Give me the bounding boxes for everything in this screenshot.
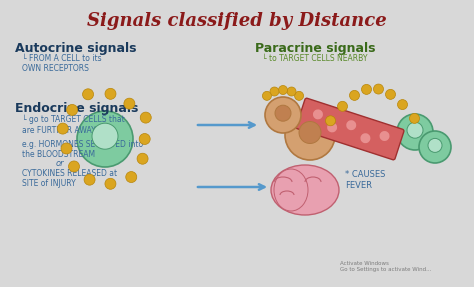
Circle shape (397, 114, 433, 150)
Text: Signals classified by Distance: Signals classified by Distance (87, 12, 387, 30)
Circle shape (82, 89, 93, 100)
Circle shape (124, 98, 135, 109)
Circle shape (285, 110, 335, 160)
Circle shape (410, 113, 419, 123)
Circle shape (57, 123, 68, 134)
Circle shape (385, 89, 395, 99)
Circle shape (287, 87, 296, 96)
Circle shape (265, 97, 301, 133)
Circle shape (380, 131, 390, 141)
Circle shape (105, 88, 116, 99)
Circle shape (326, 116, 336, 126)
Circle shape (61, 143, 72, 154)
Text: Activate Windows
Go to Settings to activate Wind...: Activate Windows Go to Settings to activ… (340, 261, 431, 272)
Circle shape (419, 131, 451, 163)
Text: e.g. HORMONES SECRETED into
the BLOODSTREAM: e.g. HORMONES SECRETED into the BLOODSTR… (22, 140, 143, 159)
Circle shape (84, 174, 95, 185)
Circle shape (346, 120, 356, 130)
Text: * CAUSES
FEVER: * CAUSES FEVER (345, 170, 385, 190)
Circle shape (337, 101, 347, 111)
Circle shape (299, 121, 321, 144)
Ellipse shape (274, 169, 308, 211)
Circle shape (360, 133, 370, 143)
Text: Endocrine signals: Endocrine signals (15, 102, 138, 115)
Circle shape (374, 84, 383, 94)
Text: └ to TARGET CELLS NEARBY: └ to TARGET CELLS NEARBY (262, 54, 367, 63)
Circle shape (313, 109, 323, 119)
Text: or: or (55, 159, 64, 168)
Circle shape (362, 84, 372, 94)
Circle shape (69, 161, 80, 172)
Circle shape (279, 86, 288, 94)
FancyBboxPatch shape (296, 98, 404, 160)
Circle shape (126, 172, 137, 183)
Circle shape (349, 90, 359, 100)
Text: └ FROM A CELL to its
OWN RECEPTORS: └ FROM A CELL to its OWN RECEPTORS (22, 54, 101, 73)
Text: CYTOKINES RELEASED at
SITE of INJURY: CYTOKINES RELEASED at SITE of INJURY (22, 169, 117, 188)
Circle shape (92, 123, 118, 149)
Circle shape (137, 153, 148, 164)
Circle shape (428, 138, 442, 152)
Circle shape (407, 122, 423, 138)
Circle shape (263, 91, 272, 100)
Circle shape (140, 112, 151, 123)
Text: Paracrine signals: Paracrine signals (255, 42, 375, 55)
Circle shape (77, 111, 133, 167)
Circle shape (270, 87, 279, 96)
Circle shape (139, 133, 150, 144)
Circle shape (275, 105, 291, 121)
Text: Autocrine signals: Autocrine signals (15, 42, 137, 55)
Circle shape (327, 122, 337, 132)
Circle shape (294, 91, 303, 100)
Circle shape (67, 104, 78, 115)
Circle shape (398, 100, 408, 110)
Ellipse shape (271, 165, 339, 215)
Circle shape (105, 178, 116, 189)
Text: └ go to TARGET CELLS that
are FURTHER AWAY: └ go to TARGET CELLS that are FURTHER AW… (22, 115, 125, 135)
